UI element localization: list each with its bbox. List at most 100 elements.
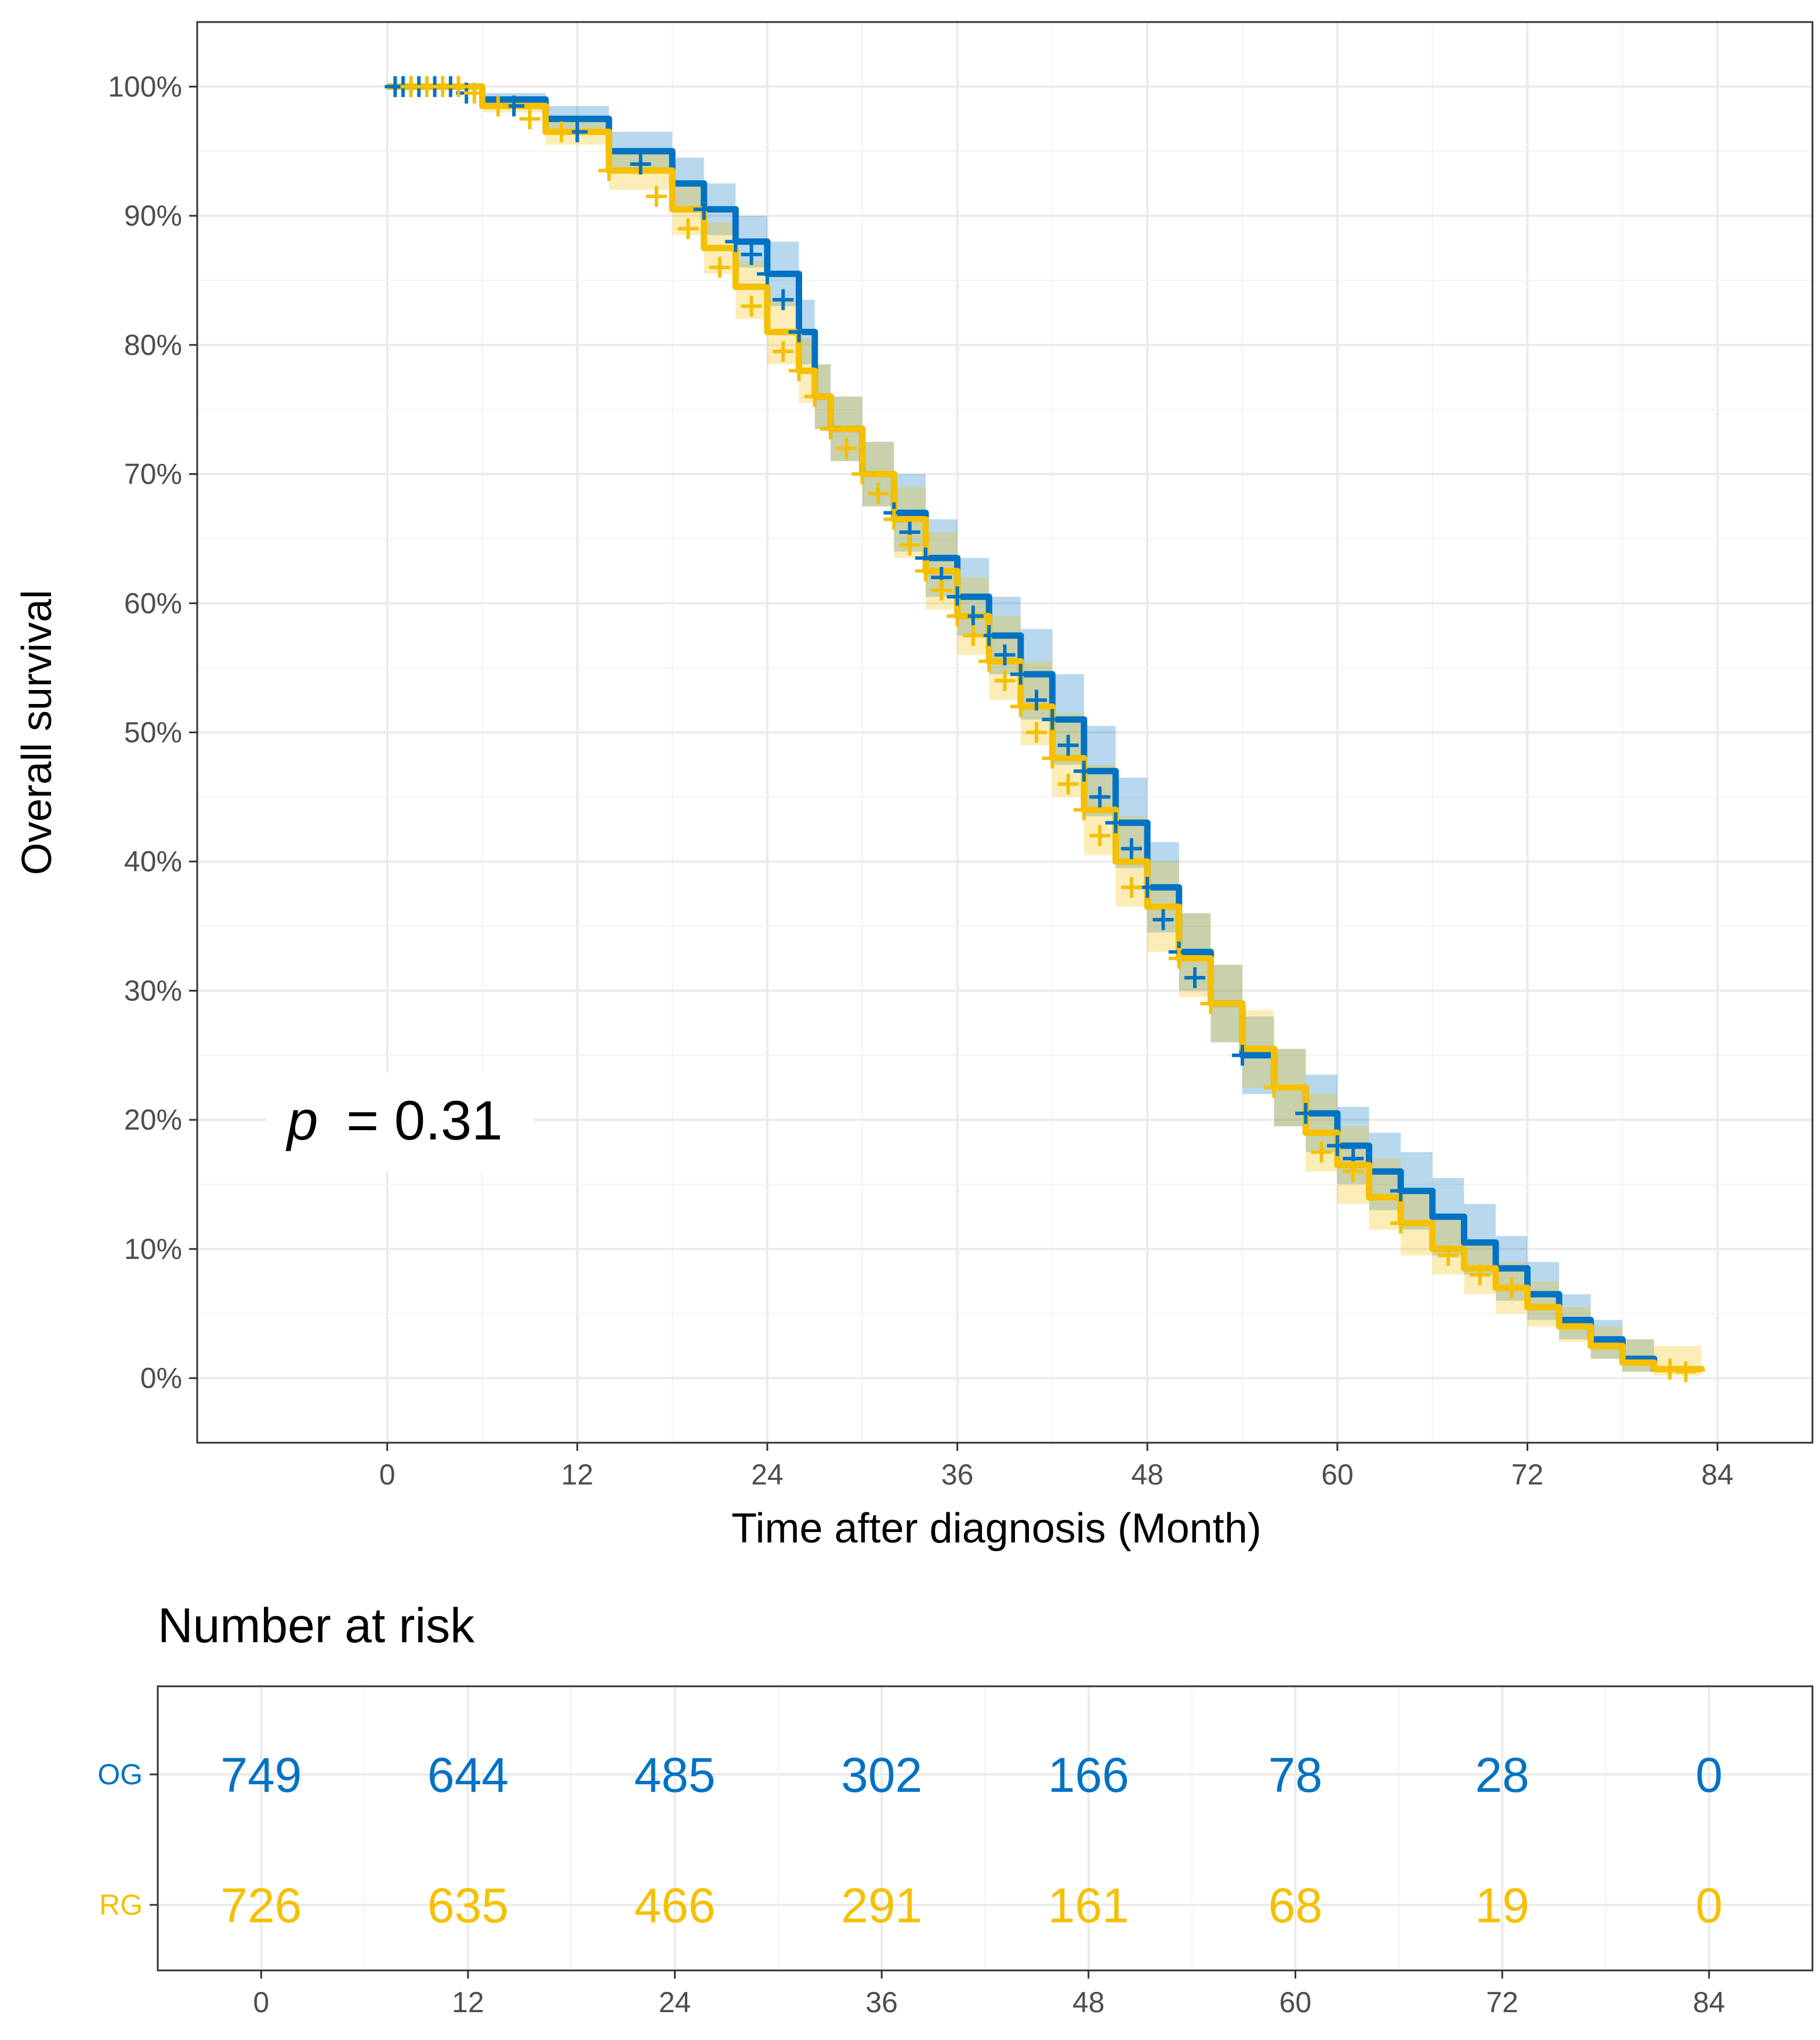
km-censor-mark-og [1010, 663, 1031, 685]
km-censor-mark-rg [519, 108, 541, 130]
risk-cell-rg: 161 [1048, 1878, 1129, 1933]
km-censor-mark-rg [741, 296, 762, 317]
km-censor-mark-rg [915, 560, 936, 582]
km-censor-mark-rg [487, 95, 509, 117]
km-y-tick-label: 50% [124, 716, 182, 749]
km-censor-mark-og [1390, 1180, 1412, 1202]
km-censor-mark-og [756, 263, 778, 285]
km-y-axis-title: Overall survival [14, 590, 60, 875]
km-censor-mark-og [1152, 909, 1174, 930]
risk-cell-og: 485 [634, 1748, 715, 1802]
km-censor-mark-rg [836, 438, 857, 459]
p-symbol: p [285, 1090, 318, 1152]
risk-table-gridlines [158, 1686, 1812, 1970]
km-censor-mark-og [947, 586, 968, 608]
km-censor-mark-og [725, 231, 746, 252]
km-y-tick-label: 70% [124, 458, 182, 491]
km-censor-mark-rg [788, 360, 810, 382]
risk-row-label-og: OG [97, 1758, 143, 1791]
km-censor-mark-og [1121, 838, 1142, 859]
km-censor-mark-rg [1057, 774, 1079, 795]
km-censor-mark-og [994, 644, 1016, 666]
km-censor-mark-rg [883, 509, 905, 530]
risk-x-tick-label: 48 [1072, 1986, 1105, 2019]
km-censor-mark-rg [1200, 993, 1221, 1014]
km-censor-mark-rg [868, 482, 889, 504]
km-y-tick-label: 60% [124, 587, 182, 619]
km-censor-mark-og [1295, 1103, 1317, 1124]
risk-cell-og: 749 [220, 1748, 302, 1802]
risk-cell-rg: 466 [634, 1878, 715, 1933]
km-censor-mark-rg [1659, 1359, 1681, 1380]
km-censor-mark-rg [448, 76, 469, 97]
p-value-label-background [267, 1073, 534, 1171]
km-censor-mark-og [1026, 689, 1047, 711]
km-censor-mark-og [773, 289, 794, 310]
km-x-tick-label: 84 [1701, 1458, 1734, 1491]
risk-cell-og: 28 [1475, 1748, 1529, 1802]
km-censor-mark-og [1105, 812, 1126, 833]
km-censor-mark-rg [1074, 799, 1095, 821]
km-y-tick-label: 100% [108, 70, 182, 103]
risk-x-tick-label: 72 [1486, 1986, 1518, 2019]
km-censor-mark-og [1326, 1135, 1348, 1156]
km-censor-mark-og [788, 321, 810, 343]
risk-x-tick-label: 12 [452, 1986, 484, 2019]
risk-x-tick-label: 84 [1693, 1986, 1725, 2019]
km-x-tick-label: 24 [751, 1458, 784, 1491]
km-censor-mark-rg [773, 340, 794, 362]
km-censor-mark-rg [1089, 825, 1111, 847]
km-censor-mark-rg [994, 670, 1016, 691]
risk-table-panel: Number at risk 749 644 485 302 166 78 28 0 726 63… [97, 1598, 1814, 2019]
km-censor-mark-og [1074, 760, 1095, 782]
km-censor-mark-rg [550, 121, 572, 143]
km-censor-mark-rg [677, 218, 699, 239]
km-censor-mark-rg [1311, 1141, 1332, 1163]
risk-cell-rg: 291 [841, 1878, 922, 1933]
km-censor-mark-rg [962, 625, 984, 646]
km-censor-mark-rg [1010, 696, 1031, 717]
km-censor-mark-rg [709, 257, 731, 278]
km-censor-mark-rg [899, 535, 920, 556]
km-censor-mark-rg [931, 580, 952, 601]
km-censor-mark-og [1057, 735, 1079, 756]
p-value-label: p = 0.31 [285, 1090, 503, 1152]
km-censor-mark-rg [1121, 877, 1142, 898]
risk-cell-og: 166 [1048, 1748, 1129, 1802]
risk-cell-og: 302 [841, 1748, 922, 1802]
km-x-tick-label: 12 [561, 1458, 593, 1491]
km-censor-mark-rg [1675, 1361, 1696, 1382]
km-y-tick-label: 90% [124, 199, 182, 232]
risk-cell-rg: 635 [427, 1878, 509, 1933]
risk-cell-rg: 726 [220, 1878, 302, 1933]
km-x-axis-title: Time after diagnosis (Month) [731, 1505, 1261, 1552]
km-x-tick-label: 72 [1511, 1458, 1544, 1491]
risk-cell-rg: 68 [1268, 1878, 1322, 1933]
km-censor-mark-rg [1438, 1245, 1459, 1266]
risk-x-tick-label: 60 [1279, 1986, 1312, 2019]
km-censor-mark-rg [947, 605, 968, 627]
risk-table-x-ticks: 0 12 24 36 48 60 72 84 [253, 1970, 1725, 2019]
km-plot-panel: 0% 10% 20% 30% 40% 50% 60% 70% 80% 90% 100% 0 12 24 3… [14, 21, 1814, 1552]
risk-cell-rg: 19 [1475, 1878, 1529, 1933]
km-x-tick-label: 60 [1321, 1458, 1354, 1491]
risk-x-tick-label: 24 [659, 1986, 691, 2019]
risk-x-tick-label: 36 [865, 1986, 898, 2019]
km-censor-mark-rg [463, 82, 485, 104]
km-censor-mark-rg [1469, 1264, 1491, 1286]
km-censor-mark-rg [1042, 747, 1063, 769]
risk-cell-og: 78 [1268, 1748, 1322, 1802]
km-censor-mark-rg [851, 463, 873, 485]
km-y-tick-label: 80% [124, 329, 182, 361]
km-x-axis-ticks: 0 12 24 36 48 60 72 84 [379, 1443, 1734, 1491]
km-censor-mark-og [741, 244, 762, 265]
risk-x-tick-label: 0 [253, 1986, 269, 2019]
km-censor-mark-og [1089, 786, 1111, 808]
km-censor-mark-rg [804, 386, 825, 407]
km-censor-mark-rg [598, 160, 619, 182]
km-censor-mark-rg [1343, 1161, 1364, 1182]
risk-row-label-rg: RG [99, 1889, 143, 1921]
km-curve-rg [387, 83, 1705, 1373]
risk-table-title: Number at risk [158, 1598, 475, 1653]
km-gridlines [197, 22, 1812, 1443]
